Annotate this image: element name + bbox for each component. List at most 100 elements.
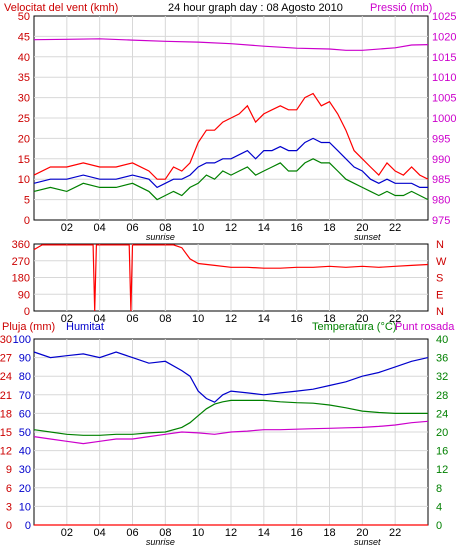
x-tick-label: 08 [159, 527, 171, 539]
temperature-tick-label: 8 [436, 483, 442, 495]
wind-speed-tick-label: 10 [18, 174, 30, 186]
x-tick-label: 18 [323, 313, 335, 325]
x-tick-label: 04 [94, 527, 106, 539]
humidity-tick-label: 20 [19, 483, 31, 495]
humidity-axis-title: Humitat [66, 321, 104, 333]
temperature-tick-label: 20 [436, 427, 448, 439]
temperature-tick-label: 40 [436, 334, 448, 346]
humidity-tick-label: 10 [19, 501, 31, 513]
x-tick-label: 16 [291, 313, 303, 325]
wind-direction-line [33, 244, 429, 312]
wind-speed-tick-label: 15 [18, 154, 30, 166]
humidity-tick-label: 0 [25, 520, 31, 532]
compass-tick-label: W [436, 256, 447, 268]
wind-direction-tick-label: 360 [12, 239, 30, 251]
rain-tick-label: 24 [0, 371, 12, 383]
pressure-tick-label: 985 [432, 174, 450, 186]
x-tick-label: 20 [356, 313, 368, 325]
x-tick-label: 22 [389, 313, 401, 325]
pressure-tick-label: 1005 [432, 93, 456, 105]
x-tick-label: 06 [126, 313, 138, 325]
wind-average-line [33, 137, 428, 189]
wind-speed-tick-label: 5 [24, 195, 30, 207]
x-tick-label: 02 [61, 222, 73, 234]
x-tick-label: 20 [356, 222, 368, 234]
wind-speed-tick-label: 50 [18, 11, 30, 23]
pressure-axis-title: Pressió (mb) [370, 2, 432, 14]
humidity-tick-label: 50 [19, 427, 31, 439]
chart-title: 24 hour graph day : 08 Agosto 2010 [168, 2, 343, 14]
temperature-tick-label: 24 [436, 408, 448, 420]
humidity-tick-label: 90 [19, 353, 31, 365]
rain-tick-label: 3 [6, 501, 12, 513]
humidity-tick-label: 60 [19, 408, 31, 420]
x-tick-label: 08 [159, 222, 171, 234]
rain-tick-label: 15 [0, 427, 12, 439]
sunset-label: sunset [354, 537, 381, 547]
x-tick-label: 08 [159, 313, 171, 325]
sunrise-label: sunrise [146, 232, 175, 242]
x-tick-label: 02 [61, 313, 73, 325]
wind-speed-tick-label: 0 [24, 215, 30, 227]
x-tick-label: 10 [192, 313, 204, 325]
pressure-tick-label: 1010 [432, 72, 456, 84]
rain-tick-label: 18 [0, 408, 12, 420]
wind-direction-tick-label: 270 [12, 256, 30, 268]
x-tick-label: 22 [389, 222, 401, 234]
x-tick-label: 12 [225, 222, 237, 234]
x-tick-label: 06 [126, 222, 138, 234]
wind-speed-tick-label: 30 [18, 93, 30, 105]
dewpoint-line [33, 420, 429, 445]
x-tick-label: 04 [94, 313, 106, 325]
temperature-axis-title: Temperatura (°C) [312, 321, 396, 333]
x-tick-label: 20 [356, 527, 368, 539]
wind-speed-tick-label: 35 [18, 72, 30, 84]
compass-tick-label: N [436, 239, 444, 251]
compass-tick-label: E [436, 289, 443, 301]
wind-speed-axis-title: Velocitat del vent (kmh) [4, 2, 118, 14]
pressure-tick-label: 990 [432, 154, 450, 166]
pressure-tick-label: 995 [432, 133, 450, 145]
wind-speed-tick-label: 40 [18, 52, 30, 64]
x-tick-label: 18 [323, 527, 335, 539]
humidity-tick-label: 70 [19, 390, 31, 402]
humidity-tick-label: 40 [19, 446, 31, 458]
temperature-tick-label: 16 [436, 446, 448, 458]
temperature-tick-label: 32 [436, 371, 448, 383]
x-tick-label: 18 [323, 222, 335, 234]
temperature-tick-label: 0 [436, 520, 442, 532]
pressure-tick-label: 975 [432, 215, 450, 227]
x-tick-label: 22 [389, 527, 401, 539]
temperature-tick-label: 36 [436, 353, 448, 365]
wind-direction-tick-label: 90 [18, 289, 30, 301]
humidity-tick-label: 100 [13, 334, 31, 346]
temperature-tick-label: 28 [436, 390, 448, 402]
x-tick-label: 14 [258, 222, 270, 234]
x-tick-label: 12 [225, 313, 237, 325]
wind-speed-tick-label: 25 [18, 113, 30, 125]
temperature-tick-label: 4 [436, 501, 442, 513]
rain-tick-label: 30 [0, 334, 12, 346]
rain-tick-label: 0 [6, 520, 12, 532]
pressure-tick-label: 1000 [432, 113, 456, 125]
x-tick-label: 04 [94, 222, 106, 234]
wind-speed-tick-label: 20 [18, 133, 30, 145]
sunset-label: sunset [354, 232, 381, 242]
rain-tick-label: 6 [6, 483, 12, 495]
x-tick-label: 14 [258, 527, 270, 539]
pressure-tick-label: 1020 [432, 31, 456, 43]
x-tick-label: 16 [291, 527, 303, 539]
pressure-line [33, 38, 429, 51]
sunrise-label: sunrise [146, 537, 175, 547]
rain-tick-label: 27 [0, 353, 12, 365]
rain-tick-label: 21 [0, 390, 12, 402]
temperature-tick-label: 12 [436, 464, 448, 476]
compass-tick-label: N [436, 306, 444, 318]
x-tick-label: 10 [192, 527, 204, 539]
x-tick-label: 02 [61, 527, 73, 539]
x-tick-label: 14 [258, 313, 270, 325]
wind-speed-tick-label: 45 [18, 31, 30, 43]
wind-direction-tick-label: 0 [24, 306, 30, 318]
rain-tick-label: 9 [6, 464, 12, 476]
